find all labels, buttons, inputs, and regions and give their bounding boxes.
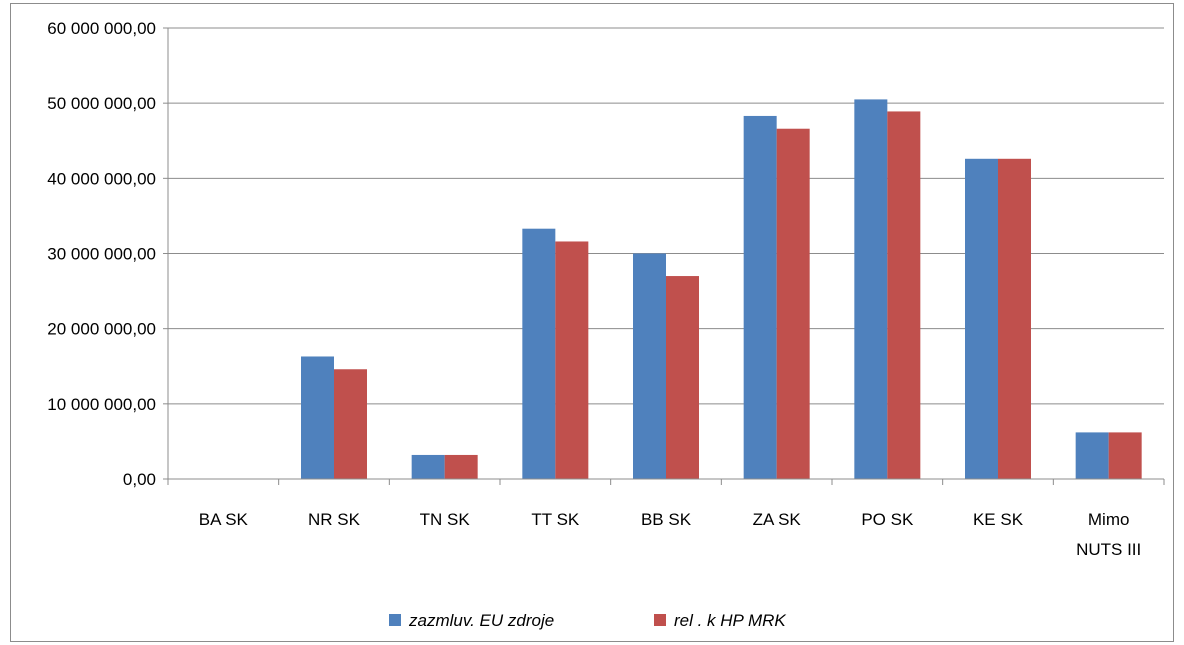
x-tick-label-line: NUTS III — [1076, 540, 1141, 559]
bar-hp-mrk-1 — [334, 369, 367, 479]
bars — [301, 99, 1142, 480]
x-tick-label-line: BB SK — [641, 510, 692, 529]
y-tick-label: 10 000 000,00 — [47, 395, 156, 414]
bar-hp-mrk-8 — [1108, 432, 1142, 479]
legend-label: rel . k HP MRK — [674, 611, 786, 630]
bar-eu-zdroje-6 — [854, 99, 888, 480]
x-tick-label-line: Mimo — [1088, 510, 1130, 529]
x-tick-label: Mimo NUTS III — [1076, 510, 1141, 559]
y-tick-label: 60 000 000,00 — [47, 19, 156, 38]
legend-swatch — [654, 614, 666, 626]
bar-eu-zdroje-5 — [743, 115, 777, 479]
x-tick-label: TT SK — [531, 510, 580, 529]
x-axis-tick-labels: BA SK NR SK TN SK TT SK BB SK ZA SK PO SK KE SK… — [199, 510, 1141, 559]
x-tick-label-line: TT SK — [531, 510, 580, 529]
x-tick-label: KE SK — [973, 510, 1024, 529]
bar-hp-mrk-3 — [555, 241, 589, 479]
bar-eu-zdroje-3 — [522, 228, 556, 479]
legend: zazmluv. EU zdroje rel . k HP MRK — [389, 611, 786, 630]
y-tick-label: 50 000 000,00 — [47, 94, 156, 113]
x-tick-label-line: TN SK — [420, 510, 471, 529]
y-tick-label: 20 000 000,00 — [47, 320, 156, 339]
axes — [163, 27, 1165, 485]
bar-hp-mrk-2 — [444, 454, 478, 479]
x-tick-label: BB SK — [641, 510, 692, 529]
bar-eu-zdroje-7 — [965, 158, 998, 480]
bar-eu-zdroje-1 — [301, 356, 334, 479]
y-tick-label: 40 000 000,00 — [47, 169, 156, 188]
bar-hp-mrk-7 — [998, 158, 1031, 480]
y-tick-label: 0,00 — [123, 470, 156, 489]
bar-hp-mrk-5 — [776, 128, 810, 479]
bar-hp-mrk-6 — [887, 111, 921, 479]
bar-eu-zdroje-8 — [1075, 432, 1109, 479]
x-tick-label: ZA SK — [753, 510, 802, 529]
bar-eu-zdroje-4 — [633, 253, 666, 479]
x-tick-label: NR SK — [308, 510, 361, 529]
bar-eu-zdroje-2 — [411, 454, 445, 479]
x-tick-label: BA SK — [199, 510, 249, 529]
y-axis-tick-labels: 0,00 10 000 000,00 20 000 000,00 30 000 000… — [47, 19, 156, 489]
x-tick-label: PO SK — [861, 510, 914, 529]
bar-hp-mrk-4 — [666, 276, 699, 479]
legend-swatch — [389, 614, 401, 626]
x-tick-label-line: BA SK — [199, 510, 249, 529]
x-tick-label-line: PO SK — [861, 510, 914, 529]
x-tick-label-line: KE SK — [973, 510, 1024, 529]
x-tick-label-line: NR SK — [308, 510, 361, 529]
x-tick-label-line: ZA SK — [753, 510, 802, 529]
y-tick-label: 30 000 000,00 — [47, 245, 156, 264]
legend-label: zazmluv. EU zdroje — [408, 611, 554, 630]
x-tick-label: TN SK — [420, 510, 471, 529]
